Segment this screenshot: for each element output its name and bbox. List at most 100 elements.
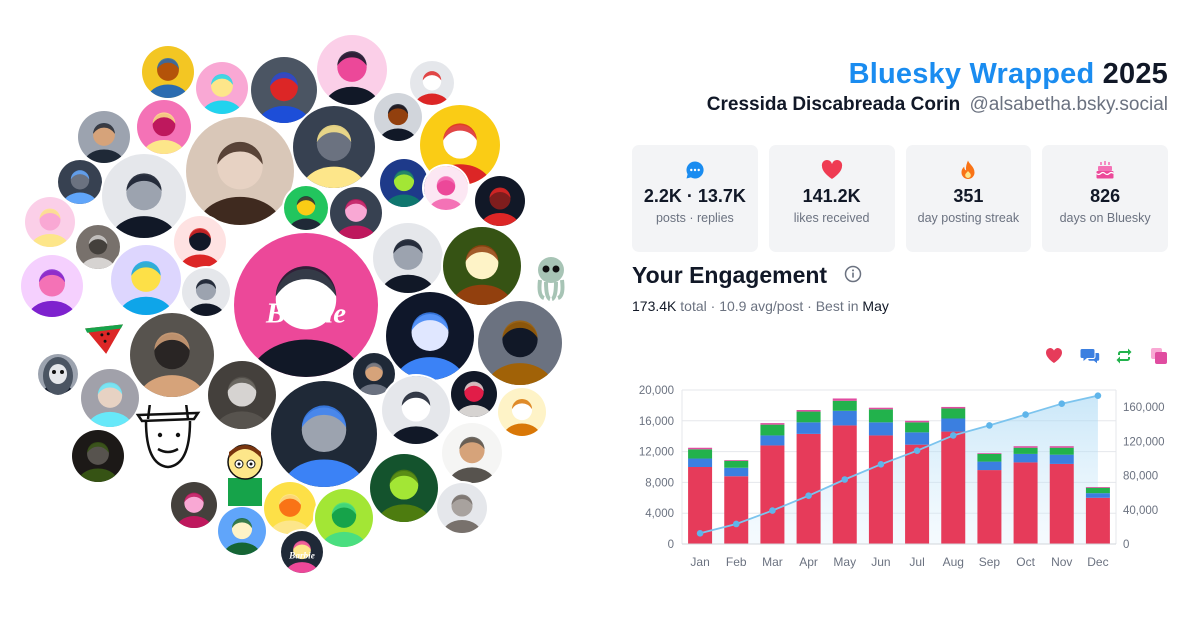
bar-segment: [1085, 487, 1110, 488]
bar-segment: [1013, 462, 1038, 544]
cumulative-point: [696, 530, 704, 537]
cumulative-point: [1058, 400, 1066, 407]
bar-segment: [832, 410, 857, 426]
cumulative-point: [769, 507, 776, 514]
bar-segment: [977, 453, 1002, 454]
bar-segment: [868, 422, 893, 436]
avatar: [182, 268, 230, 316]
bar-segment: [688, 449, 713, 459]
x-tick-label: Apr: [799, 555, 818, 569]
bar-segment: [832, 425, 857, 544]
series-toggles: [1045, 347, 1168, 365]
cumulative-point: [732, 520, 740, 528]
repost-icon: [1116, 348, 1132, 364]
avatar: [208, 361, 276, 429]
cumulative-line: [699, 394, 1099, 535]
avatar: [382, 376, 450, 444]
avatar: [451, 371, 497, 417]
bar-segment: [977, 461, 1002, 471]
brand-title: Bluesky Wrapped: [848, 58, 1095, 90]
avatar: [251, 57, 317, 123]
info-icon[interactable]: [844, 262, 862, 289]
avatar: [174, 216, 226, 268]
x-tick-label: Aug: [943, 555, 964, 569]
bar-segment: [832, 398, 857, 401]
bar-segment: [796, 410, 821, 412]
bar-segment: [724, 467, 749, 477]
user-handle: @alsabetha.bsky.social: [969, 94, 1168, 115]
quote-icon: [1151, 348, 1167, 364]
cumulative-point: [949, 432, 957, 439]
bar-segment: [905, 444, 930, 544]
bar-segment: [1049, 447, 1074, 455]
x-tick-label: Dec: [1087, 555, 1108, 569]
bar-segment: [1013, 453, 1038, 463]
cumulative-point: [877, 461, 885, 468]
y-tick-label: 20,000: [639, 385, 674, 397]
bar-segment: [688, 447, 713, 450]
bar-segment: [868, 407, 893, 410]
stat-label: days on Bluesky: [1059, 211, 1151, 225]
year-label: 2025: [1102, 58, 1168, 90]
stat-card-days: 826 days on Bluesky: [1042, 145, 1168, 252]
avatar: [424, 166, 468, 210]
cumulative-point: [913, 447, 921, 454]
birthday-cake-icon: [1042, 160, 1168, 180]
bar-segment: [1049, 463, 1074, 544]
user-identity: Cressida Discabreada Corin @alsabetha.bs…: [707, 94, 1168, 116]
speech-bubble-icon: [632, 160, 758, 180]
y2-tick-label: 80,000: [1123, 471, 1158, 483]
bar-segment: [760, 435, 785, 446]
cumulative-area: [700, 395, 1098, 544]
engagement-best-label: Best in: [815, 298, 859, 314]
x-tick-label: Feb: [726, 555, 747, 569]
bar-segment: [1085, 487, 1110, 494]
bar-segment: [796, 422, 821, 434]
avatar: [498, 388, 546, 436]
stat-card-posts: 2.2K · 13.7K posts · replies: [632, 145, 758, 252]
cumulative-point: [1094, 392, 1102, 399]
avatar: [171, 482, 217, 528]
avatar: [218, 507, 266, 555]
engagement-title: Your Engagement: [632, 262, 828, 288]
avatar: [380, 159, 428, 207]
likes-toggle[interactable]: [1045, 347, 1063, 365]
avatar: [386, 292, 474, 380]
y2-tick-label: 120,000: [1123, 436, 1165, 448]
engagement-best-month: May: [862, 298, 889, 314]
avatar: [442, 423, 502, 483]
quotes-toggle[interactable]: [1150, 347, 1168, 365]
stat-label: day posting streak: [917, 211, 1020, 225]
display-name: Cressida Discabreada Corin: [706, 94, 961, 115]
bar-segment: [796, 433, 821, 544]
x-tick-label: Nov: [1051, 555, 1072, 569]
bar-segment: [1085, 493, 1110, 498]
bar-segment: [905, 422, 930, 433]
avatar: [137, 100, 191, 154]
engagement-total-label: total: [680, 298, 707, 314]
y-tick-label: 0: [668, 539, 674, 551]
stat-label: likes received: [793, 211, 870, 225]
bar-segment: [724, 460, 749, 468]
cumulative-point: [841, 476, 849, 483]
bar-segment: [941, 418, 966, 432]
x-tick-label: Mar: [762, 555, 783, 569]
x-tick-label: May: [833, 555, 856, 569]
bar-segment: [977, 453, 1002, 462]
reposts-toggle[interactable]: [1115, 347, 1133, 365]
bar-segment: [905, 432, 930, 445]
bar-segment: [1013, 447, 1038, 454]
cumulative-point: [805, 492, 812, 499]
stat-value: 141.2K: [802, 186, 861, 206]
avatar: [58, 160, 102, 204]
page-title: Bluesky Wrapped 2025: [849, 58, 1168, 91]
cthulhu-sticker: [536, 252, 566, 302]
bar-segment: [941, 431, 966, 544]
cartoon-boy-sticker: [220, 438, 270, 506]
x-tick-label: Jul: [909, 555, 924, 569]
y-tick-label: 8,000: [645, 477, 674, 489]
bar-segment: [760, 445, 785, 544]
avatar: [130, 313, 214, 397]
replies-toggle[interactable]: [1080, 347, 1100, 365]
avatar: [21, 255, 83, 317]
